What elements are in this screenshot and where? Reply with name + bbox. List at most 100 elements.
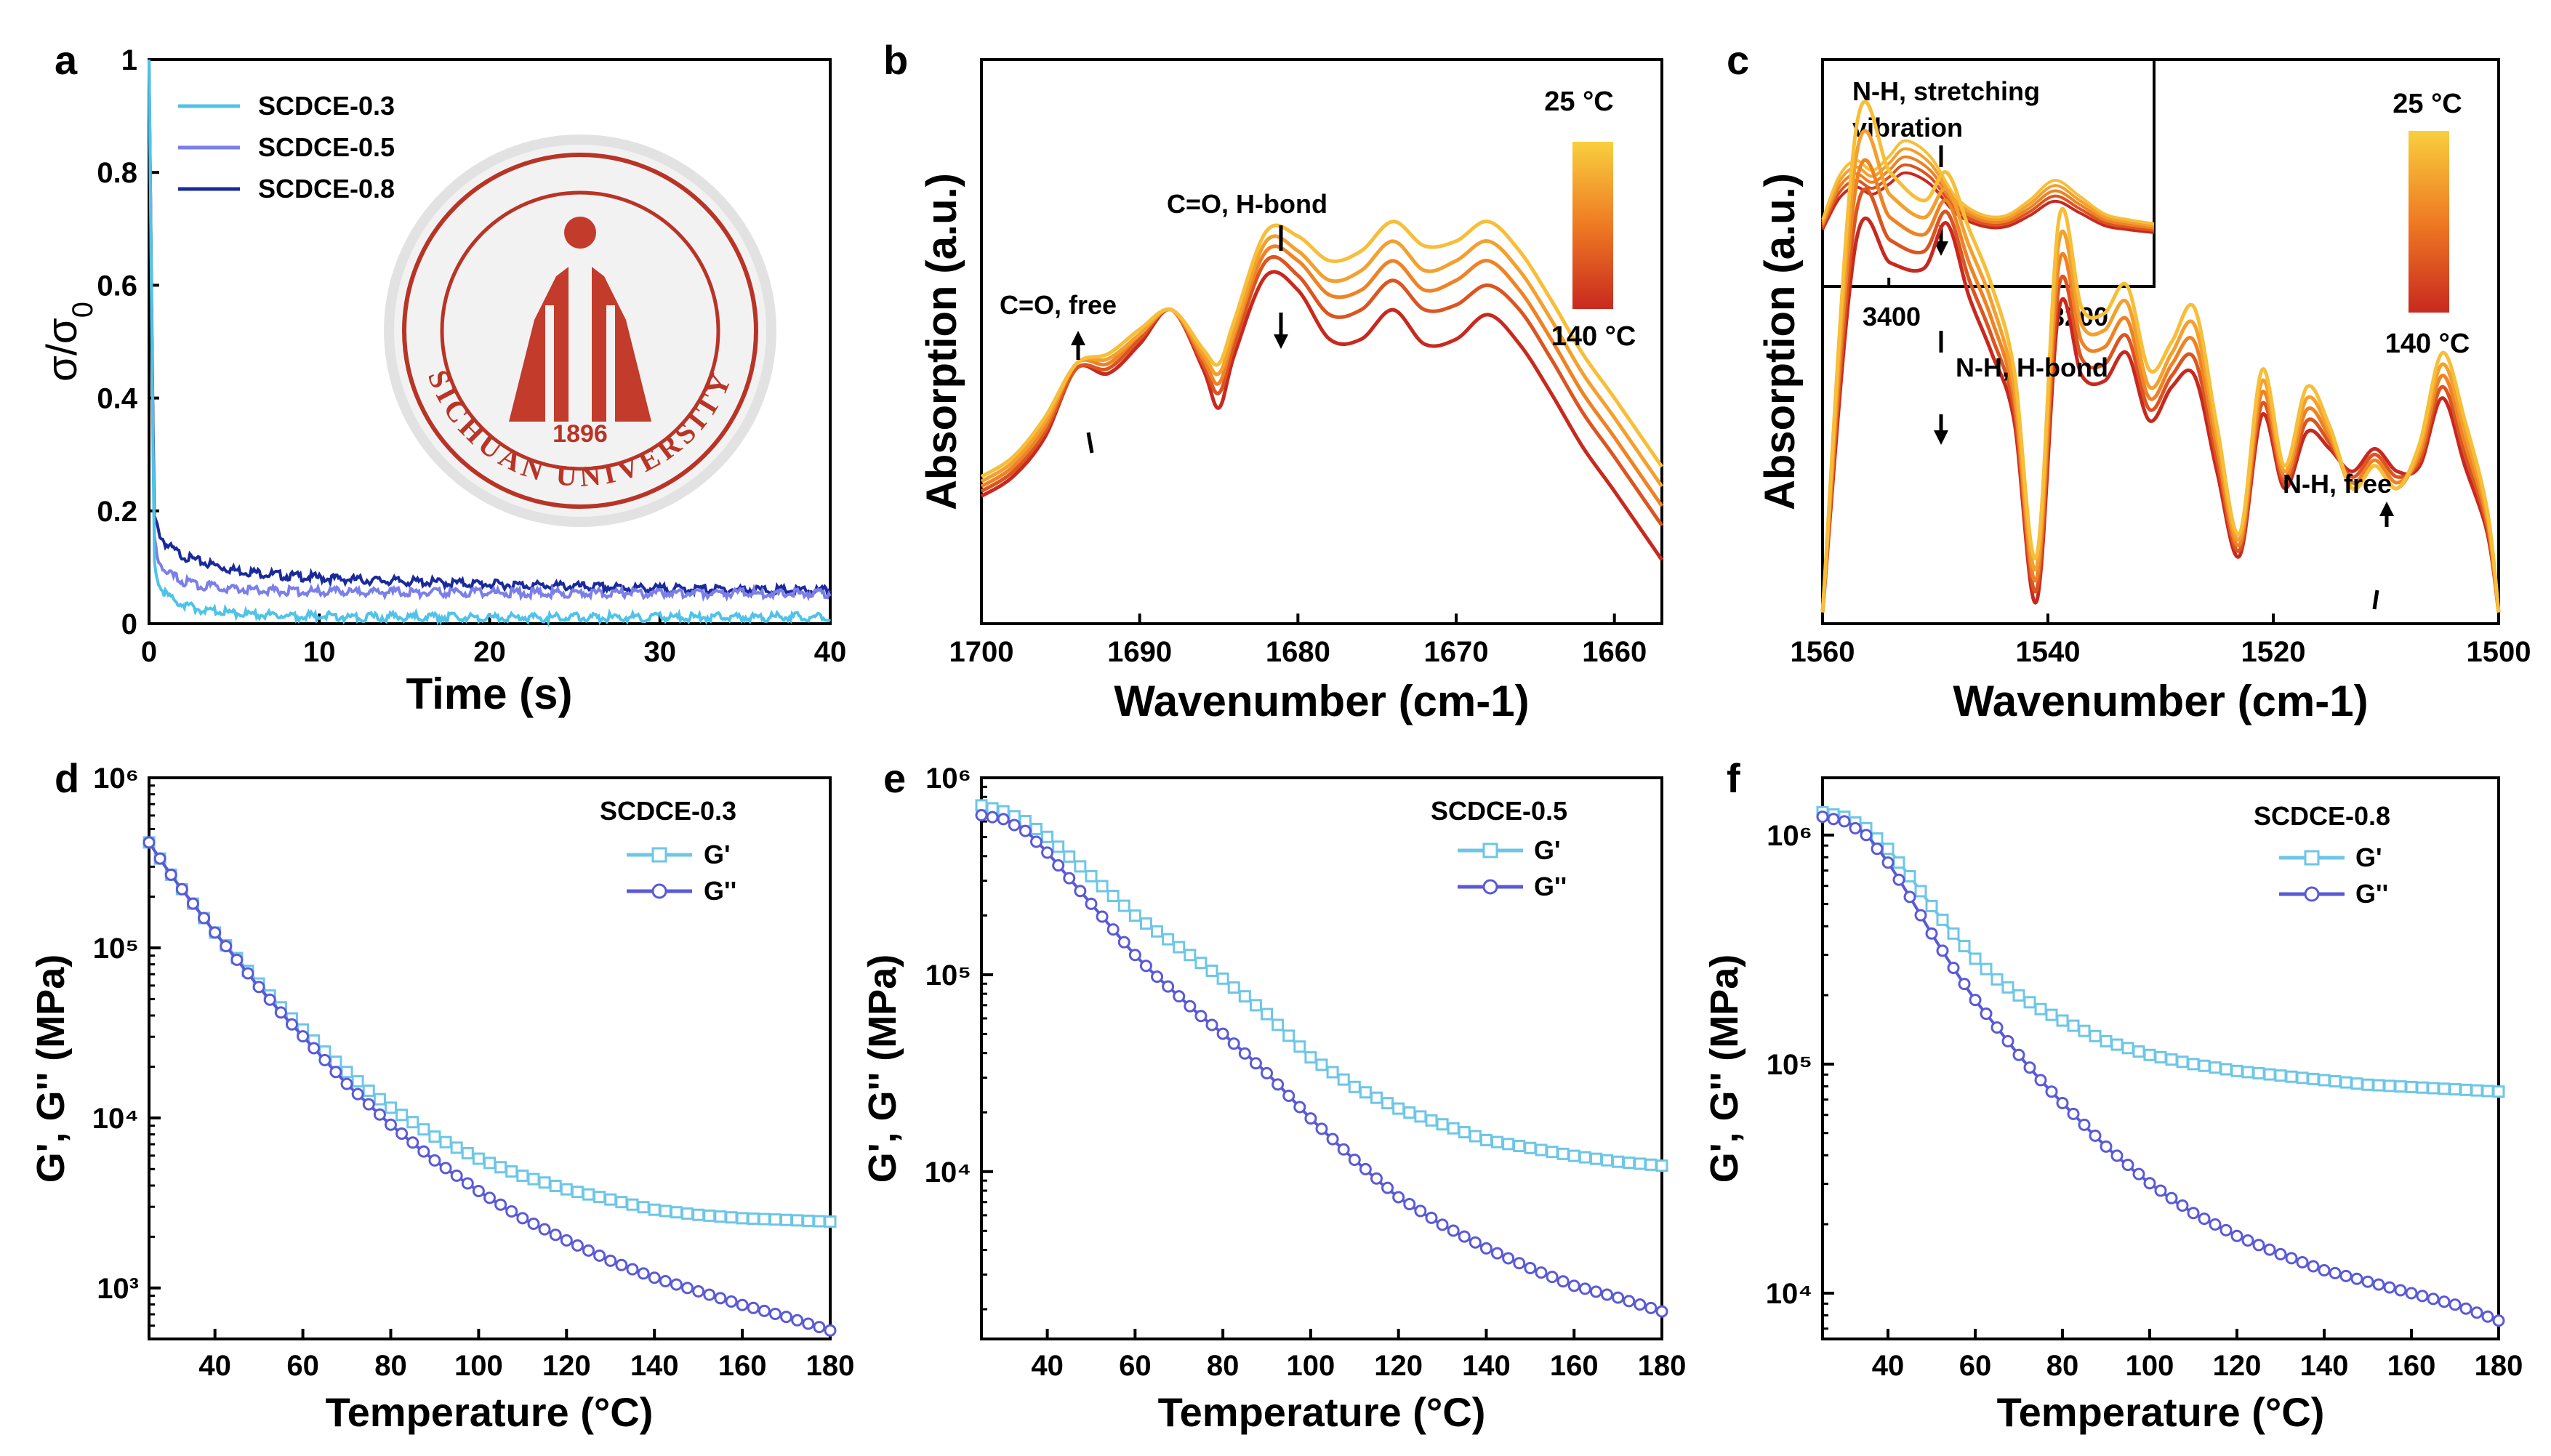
data-marker-gdouble bbox=[395, 1127, 409, 1141]
data-marker-gdouble bbox=[659, 1274, 672, 1287]
data-marker-gdouble bbox=[472, 1184, 485, 1197]
x-tick-label: 1680 bbox=[1266, 636, 1330, 668]
series-group-b bbox=[980, 220, 1664, 561]
x-tick-label: 80 bbox=[2046, 1350, 2079, 1382]
y-tick-label: 0.4 bbox=[97, 383, 137, 415]
data-marker-gprime bbox=[406, 1116, 419, 1129]
data-marker-gdouble bbox=[1623, 1295, 1636, 1308]
data-marker-gdouble bbox=[604, 1254, 617, 1267]
y-tick-label: 10⁵ bbox=[1767, 1049, 1812, 1081]
x-tick-label: 100 bbox=[454, 1350, 503, 1382]
data-marker-gprime bbox=[2078, 1024, 2091, 1037]
x-tick-label: 180 bbox=[1638, 1350, 1687, 1382]
data-marker-gprime bbox=[1447, 1122, 1460, 1135]
data-marker-gdouble bbox=[164, 868, 177, 881]
legend-d: G' G'' bbox=[627, 840, 736, 906]
data-marker-gdouble bbox=[791, 1314, 804, 1327]
data-marker-gdouble bbox=[1458, 1230, 1471, 1243]
data-marker-gprime bbox=[1326, 1066, 1339, 1079]
data-marker-gdouble bbox=[2285, 1252, 2298, 1265]
data-marker-gprime bbox=[1381, 1097, 1394, 1110]
data-marker-gprime bbox=[1589, 1152, 1602, 1165]
x-tick-label: 140 bbox=[1462, 1350, 1511, 1382]
series-line-80c bbox=[980, 244, 1664, 507]
y-tick-label: 10⁴ bbox=[925, 1157, 971, 1188]
series-line-50c bbox=[980, 234, 1664, 488]
data-marker-gdouble bbox=[1535, 1266, 1548, 1279]
y-tick-label: 10⁶ bbox=[93, 763, 139, 795]
data-marker-gdouble bbox=[802, 1317, 815, 1330]
data-marker-gdouble bbox=[2459, 1302, 2472, 1315]
x-tick-label: 60 bbox=[286, 1350, 319, 1382]
data-marker-gprime bbox=[417, 1123, 430, 1136]
colorbar-b bbox=[1572, 142, 1613, 309]
data-marker-gprime bbox=[2372, 1079, 2385, 1092]
data-marker-gdouble bbox=[439, 1162, 452, 1175]
data-marker-gprime bbox=[2001, 981, 2014, 994]
data-marker-gdouble bbox=[986, 811, 999, 824]
data-marker-gprime bbox=[2198, 1059, 2211, 1072]
data-marker-gdouble bbox=[274, 1006, 287, 1019]
data-marker-gprime bbox=[2470, 1084, 2483, 1097]
data-marker-gdouble bbox=[1063, 872, 1076, 885]
x-tick-label: 10 bbox=[303, 636, 336, 668]
panel-letter-b: b bbox=[883, 37, 908, 83]
data-marker-gprime bbox=[1612, 1155, 1625, 1168]
colorbar-b-bottom-label: 140 °C bbox=[1551, 321, 1636, 352]
data-marker-gprime bbox=[2361, 1078, 2374, 1091]
series-line-25c bbox=[1820, 100, 2501, 613]
colorbar-c-bottom-label: 140 °C bbox=[2385, 329, 2470, 359]
data-marker-gprime bbox=[1315, 1058, 1328, 1071]
data-marker-gdouble bbox=[241, 967, 254, 980]
data-marker-gprime bbox=[1903, 869, 1916, 882]
data-marker-gprime bbox=[1623, 1157, 1636, 1170]
data-marker-gprime bbox=[1370, 1091, 1383, 1104]
data-marker-gdouble bbox=[1249, 1057, 1262, 1070]
panel-letter-a: a bbox=[55, 37, 78, 83]
legend-label-gdouble-f: G'' bbox=[2355, 879, 2388, 909]
data-marker-gdouble bbox=[1392, 1191, 1405, 1204]
data-marker-gdouble bbox=[1556, 1275, 1570, 1288]
data-marker-gdouble bbox=[692, 1284, 705, 1298]
data-marker-gdouble bbox=[1381, 1181, 1394, 1194]
data-marker-gdouble bbox=[1304, 1112, 1317, 1125]
data-marker-gdouble bbox=[1634, 1298, 1647, 1311]
data-marker-gdouble bbox=[2230, 1229, 2243, 1242]
x-tick-label: 1670 bbox=[1424, 636, 1489, 668]
x-tick-label: 160 bbox=[718, 1350, 767, 1382]
ticks-c: 1560 1540 1520 1500 bbox=[1791, 614, 2531, 668]
data-marker-gdouble bbox=[1272, 1078, 1285, 1091]
data-marker-gdouble bbox=[1655, 1305, 1668, 1318]
annotation-co-hbond: C=O, H-bond bbox=[1167, 189, 1327, 219]
y-axis-label-a: σ/σ0 bbox=[39, 302, 99, 382]
data-marker-gdouble bbox=[2263, 1243, 2276, 1256]
data-marker-gdouble bbox=[2274, 1247, 2287, 1260]
data-marker-gdouble bbox=[2383, 1281, 2396, 1294]
data-marker-gprime bbox=[2296, 1071, 2309, 1085]
data-marker-gdouble bbox=[2176, 1199, 2189, 1212]
data-marker-gdouble bbox=[1816, 811, 1829, 824]
data-marker-gprime bbox=[549, 1179, 562, 1192]
inset-tick-3400: 3400 bbox=[1863, 302, 1921, 331]
data-marker-gdouble bbox=[703, 1288, 716, 1301]
data-marker-gprime bbox=[791, 1214, 804, 1227]
data-marker-gprime bbox=[1348, 1080, 1361, 1093]
data-marker-gdouble bbox=[175, 882, 188, 896]
data-marker-gprime bbox=[1601, 1154, 1614, 1167]
data-marker-gprime bbox=[1634, 1157, 1647, 1170]
series-line-140c bbox=[980, 270, 1664, 561]
data-marker-gprime bbox=[1173, 941, 1186, 954]
legend-title-d: SCDCE-0.3 bbox=[600, 796, 736, 826]
data-marker-gprime bbox=[2045, 1008, 2058, 1021]
data-marker-gdouble bbox=[1849, 821, 1862, 834]
ticks-f: 40 60 80 100 120 140 160 180 10⁴ 10⁵ 10⁶ bbox=[1766, 820, 2523, 1382]
data-marker-gprime bbox=[593, 1191, 606, 1204]
data-marker-gdouble bbox=[1238, 1047, 1251, 1060]
data-marker-gdouble bbox=[1282, 1089, 1295, 1102]
x-tick-label: 120 bbox=[2213, 1350, 2262, 1382]
arrow-co-hbond bbox=[1274, 225, 1288, 349]
data-marker-gprime bbox=[2143, 1048, 2156, 1061]
data-marker-gprime bbox=[2219, 1063, 2233, 1076]
x-tick-label: 1700 bbox=[949, 636, 1014, 668]
data-marker-gdouble bbox=[758, 1304, 771, 1317]
